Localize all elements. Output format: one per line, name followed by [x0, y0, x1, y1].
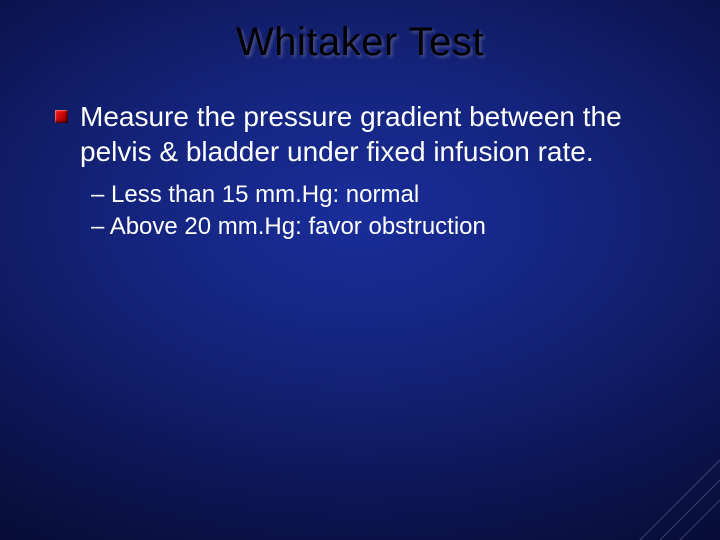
- corner-accent-icon: [630, 450, 720, 540]
- slide-title: Whitaker Test: [55, 20, 665, 65]
- sub-item: – Above 20 mm.Hg: favor obstruction: [91, 211, 665, 243]
- body-text: Measure the pressure gradient between th…: [80, 99, 665, 169]
- sub-item: – Less than 15 mm.Hg: normal: [91, 179, 665, 211]
- slide: Whitaker Test Measure the pressure gradi…: [0, 0, 720, 540]
- square-bullet-icon: [55, 110, 68, 123]
- sub-list: – Less than 15 mm.Hg: normal – Above 20 …: [91, 179, 665, 244]
- body-item: Measure the pressure gradient between th…: [55, 99, 665, 169]
